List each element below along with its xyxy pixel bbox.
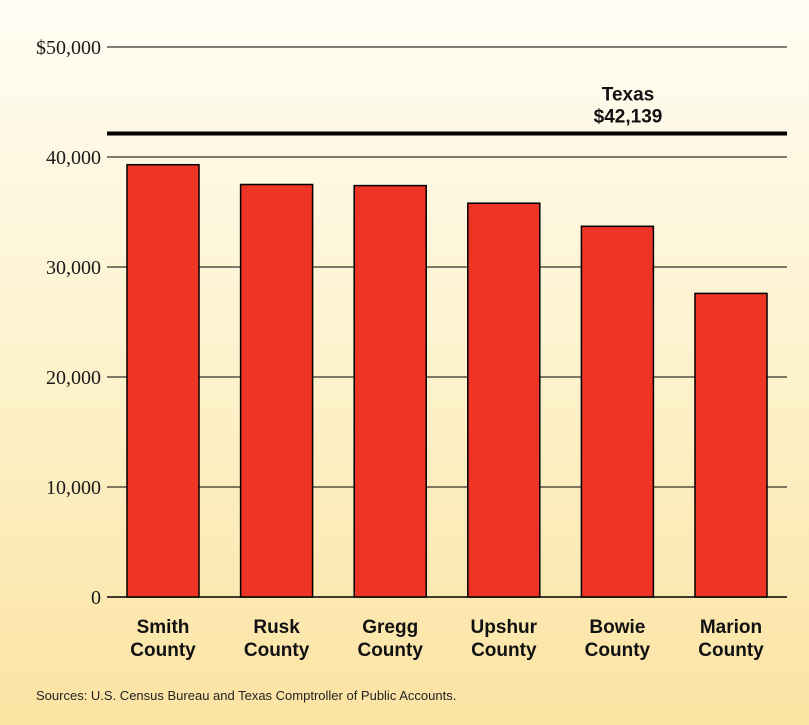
y-tick-label: 20,000 (46, 367, 101, 389)
bar (467, 202, 541, 598)
x-category-label: Gregg (362, 617, 418, 638)
x-category-label: Bowie (589, 617, 645, 638)
y-tick-label: 10,000 (46, 477, 101, 499)
y-tick-label: 40,000 (46, 147, 101, 169)
reference-line-value: $42,139 (594, 106, 663, 127)
bar (580, 225, 655, 598)
x-category-label: County (698, 640, 764, 661)
x-category-label: County (357, 640, 423, 661)
x-category-label: County (585, 640, 651, 661)
source-note: Sources: U.S. Census Bureau and Texas Co… (36, 688, 457, 703)
x-axis-category-labels: SmithCountyRuskCountyGreggCountyUpshurCo… (130, 617, 764, 661)
bar (353, 184, 427, 598)
x-category-label: County (244, 640, 310, 661)
bars (126, 163, 768, 598)
bar (239, 183, 314, 598)
y-tick-label: 30,000 (46, 257, 101, 279)
x-category-label: Smith (137, 617, 190, 638)
x-category-label: County (130, 640, 196, 661)
x-category-label: Rusk (253, 617, 300, 638)
bar (694, 292, 768, 598)
y-tick-label: 0 (91, 587, 101, 609)
y-axis-tick-labels: 0 10,000 20,000 30,000 40,000 $50,000 (36, 37, 101, 609)
bar (126, 163, 200, 598)
reference-line-label: Texas (602, 84, 654, 105)
x-category-label: Upshur (471, 617, 538, 638)
gridlines (107, 46, 787, 598)
y-tick-label: $50,000 (36, 37, 101, 59)
x-category-label: Marion (700, 617, 762, 638)
x-category-label: County (471, 640, 537, 661)
